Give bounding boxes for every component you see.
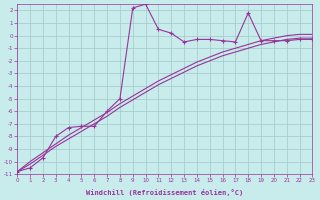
- X-axis label: Windchill (Refroidissement éolien,°C): Windchill (Refroidissement éolien,°C): [86, 189, 244, 196]
